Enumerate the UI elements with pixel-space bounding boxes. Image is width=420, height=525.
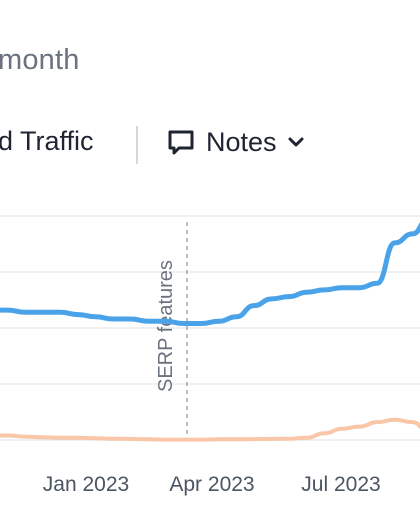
annotation-label: SERP features bbox=[155, 260, 177, 392]
x-tick-label-2: Apr 2023 bbox=[169, 473, 254, 496]
traffic-tab[interactable]: d Traffic bbox=[0, 126, 94, 156]
widget-title: month bbox=[0, 44, 80, 76]
note-icon bbox=[166, 127, 196, 157]
x-tick-label-1: Jan 2023 bbox=[43, 473, 129, 496]
series-line-0 bbox=[0, 221, 420, 326]
x-tick-label-3: Jul 2023 bbox=[301, 473, 380, 496]
notes-label: Notes bbox=[206, 126, 277, 157]
notes-button[interactable]: Notes bbox=[166, 122, 307, 162]
toolbar-divider bbox=[136, 126, 138, 164]
chart-toolbar: d Traffic Notes bbox=[0, 118, 420, 170]
series-line-1 bbox=[0, 417, 420, 442]
chevron-down-icon bbox=[285, 131, 307, 153]
